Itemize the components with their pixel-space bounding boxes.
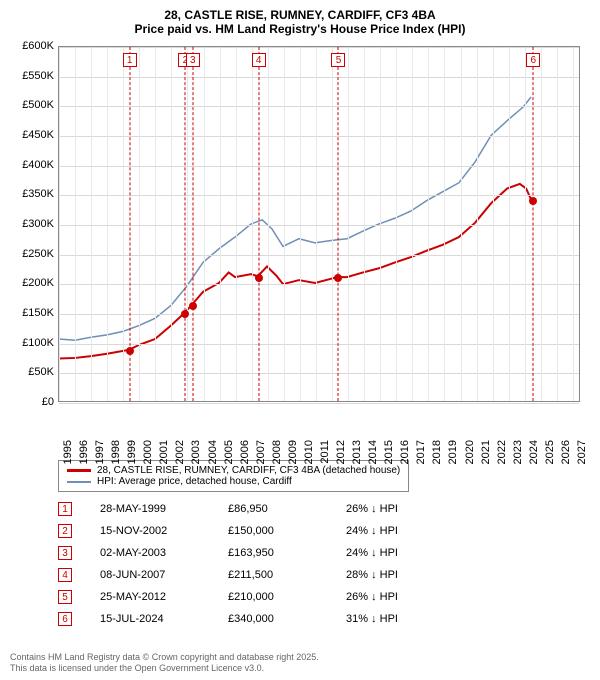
x-axis-label: 1999 — [126, 440, 138, 480]
chart-area: 123456 £0£50K£100K£150K£200K£250K£300K£3… — [10, 42, 590, 452]
x-axis-label: 2013 — [351, 440, 363, 480]
x-axis-label: 1998 — [110, 440, 122, 480]
plot-area: 123456 — [58, 46, 580, 402]
x-axis-label: 2012 — [335, 440, 347, 480]
table-row: 2 15-NOV-2002 £150,000 24% ↓ HPI — [58, 524, 590, 538]
x-axis-label: 2019 — [447, 440, 459, 480]
row-marker: 1 — [58, 502, 72, 516]
marker-box: 6 — [526, 53, 540, 67]
y-axis-label: £0 — [10, 396, 54, 408]
legend-swatch-blue — [67, 481, 91, 483]
row-pct: 26% ↓ HPI — [346, 503, 436, 515]
y-axis-label: £600K — [10, 40, 54, 52]
price-point — [181, 310, 189, 318]
y-axis-label: £300K — [10, 218, 54, 230]
x-axis-label: 2022 — [496, 440, 508, 480]
x-axis-label: 2020 — [464, 440, 476, 480]
row-marker: 3 — [58, 546, 72, 560]
table-row: 5 25-MAY-2012 £210,000 26% ↓ HPI — [58, 590, 590, 604]
x-axis-label: 2010 — [303, 440, 315, 480]
y-axis-label: £350K — [10, 188, 54, 200]
y-axis-label: £100K — [10, 337, 54, 349]
x-axis-label: 2021 — [480, 440, 492, 480]
row-date: 15-JUL-2024 — [100, 613, 200, 625]
line-svg — [59, 47, 579, 401]
price-point — [529, 197, 537, 205]
transaction-table: 1 28-MAY-1999 £86,950 26% ↓ HPI 2 15-NOV-2002… — [58, 502, 590, 626]
marker-box: 3 — [186, 53, 200, 67]
x-axis-label: 2015 — [383, 440, 395, 480]
x-axis-label: 2002 — [174, 440, 186, 480]
price-point — [334, 274, 342, 282]
x-axis-label: 2009 — [287, 440, 299, 480]
row-pct: 24% ↓ HPI — [346, 525, 436, 537]
y-axis-label: £200K — [10, 277, 54, 289]
y-axis-label: £150K — [10, 307, 54, 319]
x-axis-label: 2007 — [255, 440, 267, 480]
price-point — [126, 347, 134, 355]
x-axis-label: 2003 — [190, 440, 202, 480]
y-axis-label: £250K — [10, 248, 54, 260]
row-price: £210,000 — [228, 591, 318, 603]
x-axis-label: 2008 — [271, 440, 283, 480]
x-axis-label: 2025 — [544, 440, 556, 480]
x-axis-label: 2016 — [399, 440, 411, 480]
marker-box: 5 — [331, 53, 345, 67]
y-axis-label: £450K — [10, 129, 54, 141]
chart-title: 28, CASTLE RISE, RUMNEY, CARDIFF, CF3 4B… — [10, 8, 590, 22]
price-point — [189, 302, 197, 310]
x-axis-label: 2011 — [319, 440, 331, 480]
row-price: £86,950 — [228, 503, 318, 515]
y-axis-label: £550K — [10, 70, 54, 82]
footer-text: Contains HM Land Registry data © Crown c… — [10, 652, 590, 674]
row-marker: 6 — [58, 612, 72, 626]
row-marker: 5 — [58, 590, 72, 604]
y-axis-label: £50K — [10, 366, 54, 378]
x-axis-label: 1997 — [94, 440, 106, 480]
row-pct: 31% ↓ HPI — [346, 613, 436, 625]
row-pct: 28% ↓ HPI — [346, 569, 436, 581]
x-axis-label: 2005 — [223, 440, 235, 480]
row-date: 28-MAY-1999 — [100, 503, 200, 515]
x-axis-label: 2026 — [560, 440, 572, 480]
footer-line-2: This data is licensed under the Open Gov… — [10, 663, 590, 674]
row-date: 25-MAY-2012 — [100, 591, 200, 603]
row-marker: 4 — [58, 568, 72, 582]
x-axis-label: 2004 — [207, 440, 219, 480]
x-axis-label: 2006 — [239, 440, 251, 480]
y-axis-label: £400K — [10, 159, 54, 171]
marker-box: 1 — [123, 53, 137, 67]
marker-box: 4 — [252, 53, 266, 67]
x-axis-label: 1996 — [78, 440, 90, 480]
price-point — [255, 274, 263, 282]
table-row: 4 08-JUN-2007 £211,500 28% ↓ HPI — [58, 568, 590, 582]
row-price: £150,000 — [228, 525, 318, 537]
row-pct: 26% ↓ HPI — [346, 591, 436, 603]
x-axis-label: 2000 — [142, 440, 154, 480]
row-price: £340,000 — [228, 613, 318, 625]
row-date: 08-JUN-2007 — [100, 569, 200, 581]
x-axis-label: 2023 — [512, 440, 524, 480]
row-marker: 2 — [58, 524, 72, 538]
x-axis-label: 2024 — [528, 440, 540, 480]
row-date: 15-NOV-2002 — [100, 525, 200, 537]
x-axis-label: 2018 — [431, 440, 443, 480]
row-pct: 24% ↓ HPI — [346, 547, 436, 559]
row-price: £211,500 — [228, 569, 318, 581]
row-price: £163,950 — [228, 547, 318, 559]
x-axis-label: 2014 — [367, 440, 379, 480]
x-axis-label: 2027 — [576, 440, 588, 480]
table-row: 1 28-MAY-1999 £86,950 26% ↓ HPI — [58, 502, 590, 516]
y-axis-label: £500K — [10, 99, 54, 111]
table-row: 3 02-MAY-2003 £163,950 24% ↓ HPI — [58, 546, 590, 560]
footer-line-1: Contains HM Land Registry data © Crown c… — [10, 652, 590, 663]
table-row: 6 15-JUL-2024 £340,000 31% ↓ HPI — [58, 612, 590, 626]
row-date: 02-MAY-2003 — [100, 547, 200, 559]
x-axis-label: 1995 — [62, 440, 74, 480]
chart-subtitle: Price paid vs. HM Land Registry's House … — [10, 22, 590, 36]
x-axis-label: 2017 — [415, 440, 427, 480]
x-axis-label: 2001 — [158, 440, 170, 480]
